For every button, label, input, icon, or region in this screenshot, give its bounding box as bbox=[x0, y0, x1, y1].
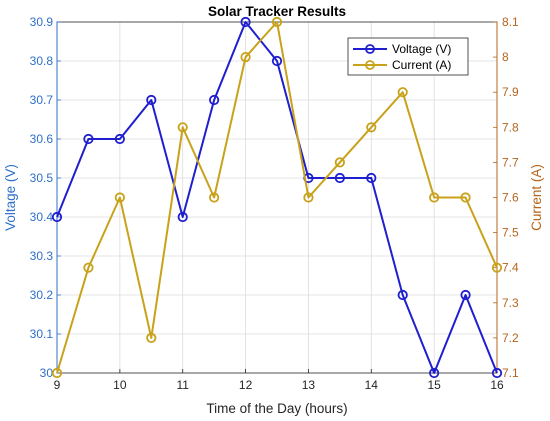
series-layer bbox=[51, 16, 503, 379]
y-left-tick-label: 30.7 bbox=[30, 93, 54, 107]
y-left-tick-label: 30 bbox=[40, 366, 54, 380]
x-tick-label: 9 bbox=[54, 378, 61, 392]
y-right-tick-label: 7.6 bbox=[502, 191, 519, 205]
y-left-tick-label: 30.3 bbox=[30, 249, 54, 263]
voltage-point bbox=[209, 94, 220, 106]
voltage-point bbox=[491, 367, 503, 379]
y-right-tick-label: 7.5 bbox=[502, 226, 519, 240]
x-tick-label: 12 bbox=[239, 378, 253, 392]
x-tick-label: 11 bbox=[176, 378, 189, 392]
current-point bbox=[114, 192, 125, 203]
x-tick-label: 13 bbox=[302, 378, 316, 392]
voltage-point bbox=[460, 289, 471, 301]
current-point bbox=[177, 122, 188, 133]
x-tick-label: 15 bbox=[427, 378, 441, 392]
legend-current-swatch-marker bbox=[365, 60, 375, 70]
voltage-point bbox=[397, 289, 408, 301]
voltage-point bbox=[334, 172, 345, 184]
legend-voltage-label: Voltage (V) bbox=[392, 42, 451, 56]
current-point bbox=[366, 122, 377, 133]
voltage-point bbox=[146, 94, 157, 106]
y-axis-left-label: Voltage (V) bbox=[3, 164, 18, 231]
current-point bbox=[240, 51, 251, 63]
legend-voltage-swatch-marker bbox=[365, 44, 375, 54]
y-left-tick-label: 30.9 bbox=[30, 15, 54, 29]
current-point bbox=[429, 192, 440, 203]
y-axis-right-label: Current (A) bbox=[529, 164, 544, 231]
current-series bbox=[51, 16, 503, 379]
current-point bbox=[83, 262, 94, 273]
y-right-tick-label: 8 bbox=[502, 50, 509, 64]
y-right-tick-label: 7.8 bbox=[502, 120, 519, 134]
voltage-point bbox=[240, 16, 251, 28]
current-point bbox=[397, 87, 408, 98]
y-right-tick-label: 7.1 bbox=[502, 366, 519, 380]
voltage-point bbox=[271, 55, 283, 67]
y-right-tick-label: 7.4 bbox=[502, 261, 519, 275]
x-tick-label: 10 bbox=[113, 378, 127, 392]
legend-current-label: Current (A) bbox=[392, 58, 451, 72]
y-left-tick-label: 30.1 bbox=[30, 327, 54, 341]
current-point bbox=[209, 192, 220, 203]
legend: Voltage (V) Current (A) bbox=[347, 37, 469, 76]
current-point bbox=[491, 262, 503, 273]
y-left-tick-label: 30.5 bbox=[30, 171, 54, 185]
voltage-point bbox=[177, 211, 188, 223]
x-tick-label: 14 bbox=[365, 378, 379, 392]
y-right-tick-label: 7.7 bbox=[502, 155, 519, 169]
x-axis-label: Time of the Day (hours) bbox=[206, 401, 347, 416]
current-point bbox=[51, 367, 63, 379]
y-right-tick-label: 7.9 bbox=[502, 85, 519, 99]
current-point bbox=[146, 332, 157, 343]
voltage-line bbox=[56, 21, 498, 374]
y-axis-right: 7.1 7.2 7.3 7.4 7.5 7.6 7.7 7.8 7.9 8 8.1 bbox=[493, 15, 519, 380]
y-right-tick-label: 7.2 bbox=[502, 331, 519, 345]
voltage-point bbox=[83, 133, 94, 145]
current-point bbox=[271, 16, 283, 28]
y-left-tick-label: 30.8 bbox=[30, 54, 54, 68]
current-point bbox=[460, 192, 471, 203]
x-axis: 9 10 11 12 13 14 15 16 bbox=[54, 369, 504, 392]
y-left-tick-label: 30.4 bbox=[30, 210, 54, 224]
current-point bbox=[303, 192, 314, 203]
y-left-tick-label: 30.2 bbox=[30, 288, 54, 302]
voltage-point bbox=[51, 211, 63, 223]
current-line bbox=[56, 21, 498, 374]
y-right-tick-label: 8.1 bbox=[502, 15, 519, 29]
y-left-tick-label: 30.6 bbox=[30, 132, 54, 146]
voltage-point bbox=[429, 367, 440, 379]
chart-title: Solar Tracker Results bbox=[208, 4, 346, 19]
voltage-point bbox=[114, 133, 125, 145]
x-tick-label: 16 bbox=[490, 378, 504, 392]
voltage-series bbox=[51, 16, 503, 379]
y-right-tick-label: 7.3 bbox=[502, 296, 519, 310]
voltage-point bbox=[366, 172, 377, 184]
current-point bbox=[334, 157, 345, 168]
y-axis-left: 30 30.1 30.2 30.3 30.4 30.5 30.6 30.7 30.8 30.9 bbox=[30, 15, 61, 380]
